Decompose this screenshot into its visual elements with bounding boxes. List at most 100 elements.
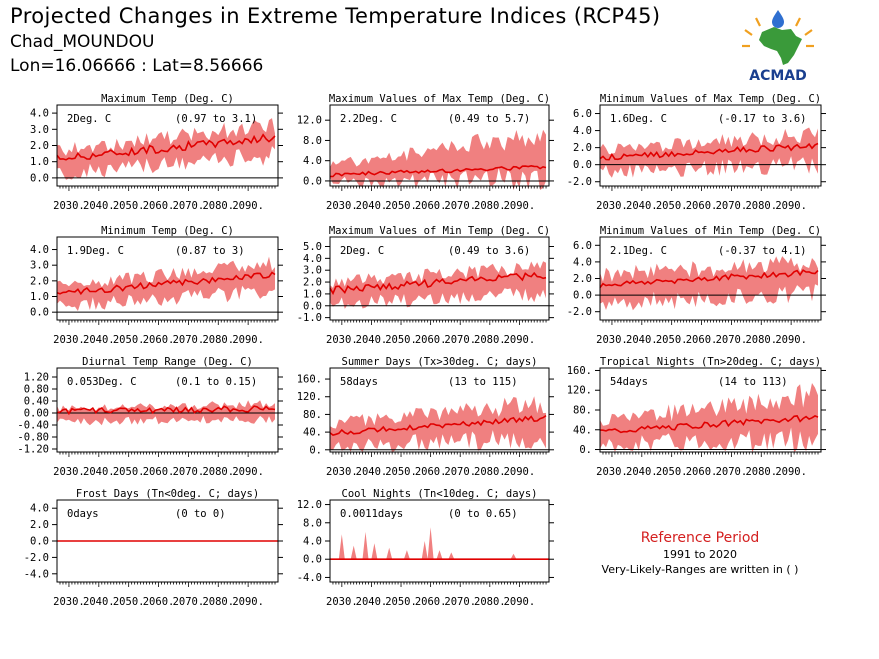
y-tick-label: 0.0 — [303, 554, 322, 566]
x-tick-label: 2050. — [113, 596, 145, 608]
y-tick-label: -1.0 — [297, 312, 322, 324]
y-tick-label: 0.0 — [30, 307, 49, 319]
y-tick-label: 0. — [309, 444, 322, 456]
x-tick-label: 2040. — [83, 334, 115, 346]
x-tick-label: 2030. — [326, 200, 358, 212]
spread-band — [330, 129, 546, 191]
x-tick-label: 2060. — [686, 200, 718, 212]
likely-range-label: (0 to 0) — [175, 508, 226, 520]
spread-band — [600, 383, 818, 453]
x-tick-label: 2070. — [173, 334, 205, 346]
x-tick-label: 2050. — [656, 466, 688, 478]
likely-range-label: (13 to 115) — [448, 376, 518, 388]
x-tick-label: 2080. — [202, 466, 234, 478]
y-tick-label: -2.0 — [567, 306, 592, 318]
y-tick-label: 160. — [567, 365, 592, 377]
x-tick-label: 2030. — [53, 334, 85, 346]
x-tick-label: 2030. — [596, 334, 628, 346]
median-line — [599, 269, 819, 289]
y-tick-label: 0. — [579, 444, 592, 456]
y-tick-label: -4.0 — [24, 568, 49, 580]
chart-title: Summer Days (Tx>30deg. C; days) — [342, 356, 538, 368]
chart-panel-11: -4.0 0.0 4.0 8.0 12.0 2030.2040.2050.2060.207… — [297, 488, 554, 608]
y-tick-label: 6.0 — [573, 240, 592, 252]
y-tick-label: 2.0 — [30, 275, 49, 287]
likely-range-label: (-0.37 to 4.1) — [718, 245, 807, 257]
x-tick-label: 2050. — [385, 334, 417, 346]
y-tick-label: 2.0 — [30, 140, 49, 152]
x-tick-label: 2080. — [745, 466, 777, 478]
y-tick-label: 4.0 — [30, 244, 49, 256]
change-value-label: 0days — [67, 508, 99, 520]
chart-panel-4: 0.0 1.0 2.0 3.0 4.0 2030.2040.2050.2060.2070.… — [30, 225, 283, 346]
median-line — [329, 271, 547, 296]
spread-spike — [362, 531, 369, 560]
y-tick-label: 4.0 — [303, 253, 322, 265]
y-tick-label: 2.0 — [30, 519, 49, 531]
x-tick-label: 2030. — [596, 466, 628, 478]
likely-range-label: (0.49 to 3.6) — [448, 245, 530, 257]
y-tick-label: 0.00 — [24, 408, 49, 420]
x-tick-label: 2090. — [775, 334, 807, 346]
y-tick-label: 1.20 — [24, 372, 49, 384]
y-tick-label: 0.0 — [30, 172, 49, 184]
y-tick-label: -0.40 — [17, 420, 49, 432]
x-tick-label: 2070. — [444, 596, 476, 608]
y-tick-label: 80. — [573, 405, 592, 417]
chart-title: Maximum Values of Max Temp (Deg. C) — [329, 93, 550, 105]
change-value-label: 58days — [340, 376, 378, 388]
y-tick-label: 4.0 — [303, 155, 322, 167]
x-tick-label: 2080. — [202, 596, 234, 608]
chart-panel-1: 0.0 1.0 2.0 3.0 4.0 2030.2040.2050.2060.2070.… — [30, 93, 283, 212]
y-tick-label: 6.0 — [573, 108, 592, 120]
page-title: Projected Changes in Extreme Temperature… — [10, 4, 661, 28]
y-tick-label: 0.0 — [303, 175, 322, 187]
change-value-label: 1.9Deg. C — [67, 245, 124, 257]
x-tick-label: 2070. — [716, 466, 748, 478]
likely-range-label: (0.49 to 5.7) — [448, 113, 530, 125]
x-tick-label: 2040. — [83, 200, 115, 212]
reference-period-note: Very-Likely-Ranges are written in ( ) — [601, 563, 799, 576]
y-tick-label: 0.0 — [573, 159, 592, 171]
x-tick-label: 2090. — [232, 466, 264, 478]
y-tick-label: 0.40 — [24, 396, 49, 408]
spread-band — [330, 396, 546, 453]
x-tick-label: 2040. — [626, 466, 658, 478]
x-tick-label: 2070. — [173, 466, 205, 478]
chart-title: Minimum Temp (Deg. C) — [101, 225, 234, 237]
x-tick-label: 2090. — [775, 200, 807, 212]
x-tick-label: 2040. — [356, 200, 388, 212]
spread-band — [600, 256, 818, 311]
change-value-label: 2Deg. C — [67, 113, 111, 125]
y-tick-label: 1.0 — [303, 288, 322, 300]
change-value-label: 0.0011days — [340, 508, 403, 520]
spread-spike — [350, 545, 357, 560]
chart-panel-3: -2.0 0.0 2.0 4.0 6.0 2030.2040.2050.2060.2070… — [567, 93, 826, 212]
x-tick-label: 2090. — [504, 334, 536, 346]
x-tick-label: 2050. — [113, 466, 145, 478]
y-tick-label: 40. — [303, 427, 322, 439]
median-line — [56, 271, 276, 296]
y-tick-label: 40. — [573, 424, 592, 436]
spread-spike — [510, 553, 517, 560]
x-tick-label: 2090. — [232, 596, 264, 608]
x-tick-label: 2040. — [626, 200, 658, 212]
spread-band — [330, 261, 546, 309]
x-tick-label: 2040. — [626, 334, 658, 346]
reference-period-years: 1991 to 2020 — [662, 548, 738, 561]
x-tick-label: 2080. — [745, 334, 777, 346]
median-line — [329, 414, 547, 436]
y-tick-label: 2.0 — [303, 277, 322, 289]
chart-title: Maximum Values of Min Temp (Deg. C) — [329, 225, 550, 237]
x-tick-label: 2060. — [143, 596, 175, 608]
x-tick-label: 2090. — [504, 200, 536, 212]
x-tick-label: 2060. — [143, 466, 175, 478]
y-tick-label: 3.0 — [303, 265, 322, 277]
spread-spike — [448, 552, 455, 560]
chart-panel-6: -2.0 0.0 2.0 4.0 6.0 2030.2040.2050.2060.2070… — [567, 225, 826, 346]
y-tick-label: 4.0 — [573, 125, 592, 137]
likely-range-label: (14 to 113) — [718, 376, 788, 388]
y-tick-label: 0.0 — [30, 536, 49, 548]
y-tick-label: 5.0 — [303, 241, 322, 253]
y-tick-label: 12.0 — [297, 115, 322, 127]
